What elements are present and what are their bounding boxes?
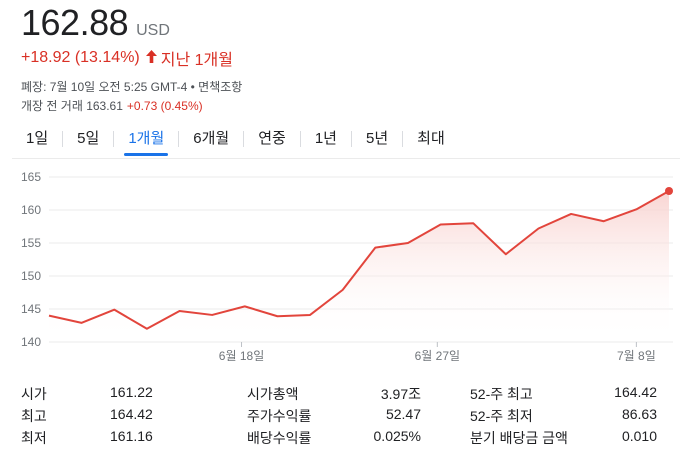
- tab-range-5[interactable]: 1년: [314, 130, 337, 147]
- tab-separator: [243, 131, 245, 147]
- tab-separator: [299, 131, 301, 147]
- area-fill: [49, 190, 669, 342]
- y-tick-label: 145: [21, 302, 41, 316]
- premarket-label: 개장 전 거래 163.61: [21, 99, 123, 113]
- y-tick-label: 160: [21, 203, 41, 217]
- tab-separator: [402, 131, 404, 147]
- tab-separator: [62, 131, 64, 147]
- currency-code: USD: [136, 22, 170, 39]
- y-tick-label: 155: [21, 236, 41, 250]
- last-price-dot: [665, 186, 673, 195]
- tab-range-3[interactable]: 6개월: [193, 130, 230, 147]
- premarket-change: +0.73 (0.45%): [126, 99, 203, 113]
- tabs-divider: [12, 158, 680, 159]
- stat-label: 최고: [21, 408, 47, 424]
- stat-label: 시가: [21, 386, 47, 402]
- stat-label: 시가총액: [247, 386, 299, 402]
- tab-range-1[interactable]: 5일: [77, 130, 100, 147]
- stat-value: 161.22: [110, 384, 153, 400]
- y-tick-label: 165: [21, 170, 41, 184]
- stat-value: 164.42: [110, 406, 153, 422]
- current-price: 162.88: [21, 2, 129, 43]
- change-period: 지난 1개월: [160, 52, 233, 69]
- y-tick-label: 140: [21, 335, 41, 349]
- stat-label: 주가수익률: [247, 408, 312, 424]
- stat-label: 최저: [21, 430, 47, 446]
- price-change: +18.92 (13.14%): [21, 49, 140, 66]
- stat-value: 0.010: [621, 428, 657, 444]
- stat-label: 52-주 최고: [470, 386, 533, 402]
- stat-label: 52-주 최저: [470, 408, 533, 424]
- tab-range-2[interactable]: 1개월: [114, 124, 178, 156]
- premarket-info: 개장 전 거래 163.61 +0.73 (0.45%): [21, 97, 203, 114]
- close-info: 폐장: 7월 10일 오전 5:25 GMT-4 • 면책조항: [21, 80, 243, 94]
- price-header: 162.88 USD: [21, 2, 170, 44]
- stat-value: 164.42: [614, 384, 657, 400]
- tab-range-6[interactable]: 5년: [365, 130, 389, 147]
- arrow-up-icon: [145, 49, 157, 67]
- stat-label: 분기 배당금 금액: [470, 430, 568, 446]
- price-change-row: +18.92 (13.14%) 지난 1개월: [21, 46, 233, 70]
- x-tick-label: 6월 27일: [415, 349, 460, 363]
- tab-separator: [113, 131, 115, 147]
- range-tabs: 1일 5일 1개월 6개월 연중 1년 5년 최대: [12, 124, 459, 158]
- stat-value: 0.025%: [373, 428, 421, 444]
- stat-value: 86.63: [621, 406, 657, 422]
- x-tick-label: 7월 8일: [617, 349, 656, 363]
- tab-range-0[interactable]: 1일: [26, 130, 49, 147]
- tab-range-7[interactable]: 최대: [417, 130, 445, 147]
- stat-value: 161.16: [110, 428, 153, 444]
- tab-range-4[interactable]: 연중: [258, 130, 286, 147]
- stat-value: 3.97조: [380, 386, 421, 402]
- y-tick-label: 150: [21, 269, 41, 283]
- stat-label: 배당수익률: [247, 430, 312, 446]
- tab-separator: [178, 131, 180, 147]
- price-chart[interactable]: 140 145 150 155 160 165 6월 18일 6월 27일 7월 8일: [0, 165, 692, 380]
- price-line: [48, 190, 670, 330]
- tab-separator: [350, 131, 352, 147]
- stat-value: 52.47: [385, 406, 421, 422]
- x-tick-label: 6월 18일: [219, 349, 264, 363]
